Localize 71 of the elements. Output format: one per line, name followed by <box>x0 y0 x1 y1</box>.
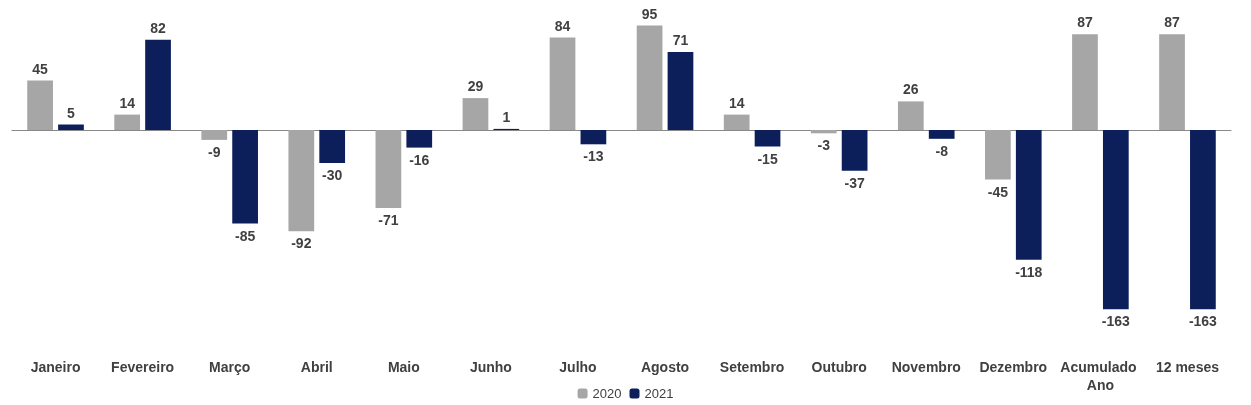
data-label: -118 <box>1015 263 1043 280</box>
x-tick-label: Junho <box>469 359 512 375</box>
legend-label: 2020 <box>592 386 622 401</box>
x-tick-label: Dezembro <box>979 359 1048 375</box>
x-tick-label: Acumulado Ano <box>1060 359 1141 393</box>
x-tick-label: Agosto <box>640 359 690 375</box>
bar <box>841 130 868 171</box>
bar <box>1102 130 1129 310</box>
bar <box>985 130 1011 180</box>
bar <box>406 130 433 148</box>
data-label: 14 <box>119 94 136 111</box>
data-label: 5 <box>67 104 76 121</box>
data-label: 71 <box>672 31 689 48</box>
data-label: 95 <box>641 5 658 22</box>
bar <box>27 80 53 130</box>
data-label: -16 <box>409 151 430 168</box>
data-label: 29 <box>467 78 484 95</box>
x-tick-label: Outubro <box>811 359 867 375</box>
bar <box>549 37 576 130</box>
x-tick-label: Julho <box>559 359 597 375</box>
data-label: 82 <box>150 19 167 36</box>
data-label: 87 <box>1077 14 1093 31</box>
data-label: -37 <box>844 174 865 191</box>
data-label: 26 <box>903 81 919 98</box>
x-tick-label: Abril <box>300 359 333 375</box>
data-label: 84 <box>554 17 571 34</box>
bar <box>375 130 402 209</box>
data-label: -85 <box>235 227 256 244</box>
x-tick-label: Novembro <box>891 359 961 375</box>
bar <box>1159 34 1185 130</box>
bar <box>810 130 837 134</box>
data-label: -13 <box>583 148 604 165</box>
bar <box>145 39 171 130</box>
bar <box>58 124 84 130</box>
x-tick-label: 12 meses <box>1155 359 1220 375</box>
x-tick-label: Setembro <box>719 359 785 375</box>
data-label: 87 <box>1164 14 1181 31</box>
data-label: -45 <box>987 183 1009 200</box>
data-label: -163 <box>1188 313 1218 330</box>
x-tick-label: Janeiro <box>30 359 81 375</box>
data-label: -8 <box>935 142 949 159</box>
bar <box>754 130 781 147</box>
bar <box>580 130 607 145</box>
data-label: -163 <box>1101 313 1131 330</box>
bar <box>1072 34 1098 130</box>
bar <box>288 130 315 232</box>
legend-label: 2021 <box>644 386 674 401</box>
data-label: -92 <box>291 235 312 252</box>
bar <box>928 130 955 139</box>
bar <box>201 130 228 140</box>
data-label: 45 <box>32 60 49 77</box>
bar <box>319 130 346 163</box>
x-tick-label: Maio <box>387 359 420 375</box>
bar <box>1190 130 1216 310</box>
data-label: -15 <box>757 150 778 167</box>
bar <box>1015 130 1042 260</box>
bar <box>462 98 489 130</box>
bar <box>667 51 694 130</box>
bar <box>114 114 141 130</box>
data-label: -71 <box>378 212 399 229</box>
bar <box>232 130 258 224</box>
data-label: -30 <box>322 167 343 183</box>
bar <box>723 114 750 130</box>
x-tick-label: Março <box>209 359 251 375</box>
x-tick-label: Fevereiro <box>111 359 175 375</box>
data-label: 1 <box>502 108 511 125</box>
bar <box>636 25 663 130</box>
data-label: 14 <box>728 94 745 111</box>
data-label: -3 <box>817 137 831 154</box>
bar <box>897 101 924 130</box>
data-label: -9 <box>208 143 221 160</box>
